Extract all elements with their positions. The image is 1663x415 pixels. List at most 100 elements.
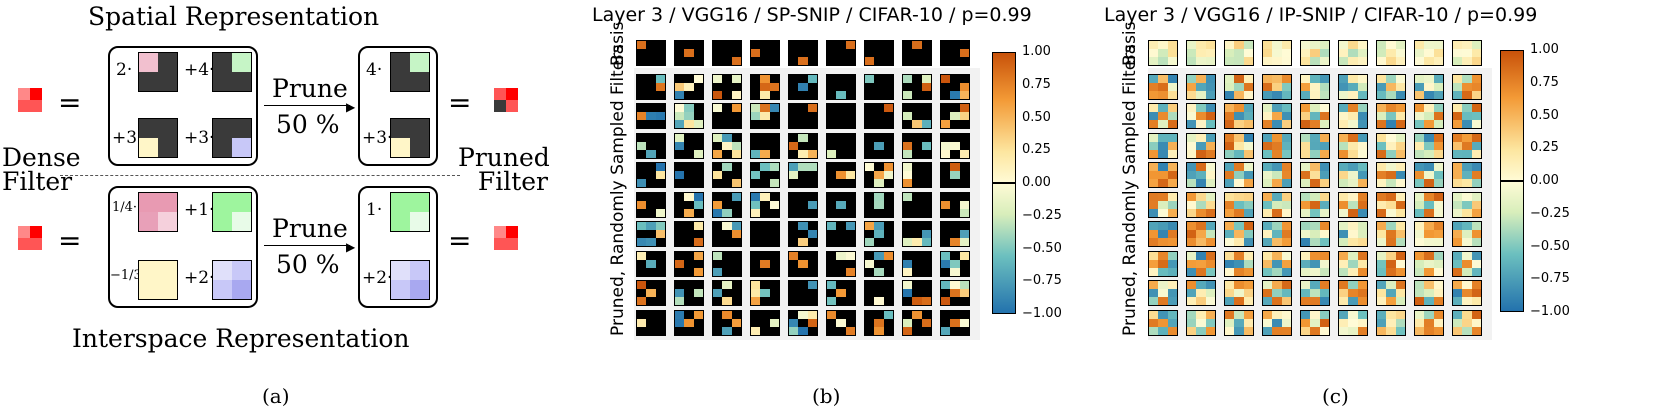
filter-cell	[1263, 289, 1273, 297]
filter-cell	[1377, 90, 1387, 99]
filter-cell	[1339, 259, 1349, 268]
filter-thumbnail	[826, 162, 856, 188]
filter-cell	[1462, 90, 1472, 99]
filter-thumbnail	[1452, 73, 1482, 100]
filter-cell	[1187, 163, 1197, 171]
filter-cell	[637, 268, 646, 276]
filter-thumbnail	[1186, 132, 1216, 159]
filter-cell	[1263, 112, 1273, 120]
filter-cell	[903, 163, 913, 171]
filter-thumbnail	[1414, 103, 1444, 129]
basis-filter	[212, 118, 252, 158]
filter-cell	[1319, 90, 1329, 99]
filter-cell	[1272, 310, 1282, 319]
filter-cell	[1196, 112, 1206, 120]
filter-cell	[1243, 326, 1253, 335]
filter-cell	[732, 297, 741, 305]
filter-cell	[1424, 326, 1434, 335]
filter-cell	[845, 267, 855, 276]
filter-cell	[1424, 57, 1434, 65]
filter-cell	[827, 193, 836, 201]
filter-cell	[1424, 133, 1434, 142]
filter-cell	[1415, 297, 1425, 305]
filter-cell	[941, 230, 950, 238]
filter-cell	[1301, 208, 1311, 217]
filter-cell	[722, 193, 731, 201]
filter-cell	[922, 193, 931, 201]
filter-cell	[1471, 222, 1481, 230]
filter-cell	[1158, 310, 1168, 319]
filter-cell	[1243, 230, 1253, 238]
filter-thumbnail	[1262, 103, 1292, 129]
filter-cell	[1281, 310, 1291, 319]
filter-cell	[1433, 171, 1443, 179]
filter-cell	[845, 41, 855, 49]
filter-cell	[827, 209, 836, 217]
filter-cell	[1281, 163, 1291, 171]
filter-thumbnail	[1262, 162, 1292, 188]
filter-cell	[903, 57, 912, 65]
filter-cell	[912, 75, 921, 83]
filter-cell	[903, 74, 913, 83]
arrow-head-icon: ▶	[346, 100, 356, 114]
filter-cell	[1377, 318, 1387, 327]
filter-cell	[1348, 200, 1358, 209]
filter-cell	[1395, 192, 1405, 201]
filter-cell	[912, 49, 921, 57]
filter-cell	[1234, 49, 1244, 57]
filter-cell	[808, 209, 817, 217]
colorbar-tick-label: −0.25	[1022, 207, 1062, 223]
filter-cell	[827, 49, 836, 57]
filter-cell	[731, 230, 741, 238]
filter-cell	[912, 297, 922, 305]
filter-cell	[770, 209, 779, 217]
filter-cell	[1243, 149, 1253, 158]
filter-thumbnail	[788, 132, 818, 159]
filter-cell	[874, 134, 883, 142]
filter-cell	[675, 104, 685, 112]
filter-thumbnail	[864, 132, 894, 159]
filter-cell	[1386, 267, 1396, 276]
filter-cell	[836, 260, 845, 268]
filter-cell	[865, 230, 874, 238]
filter-cell	[675, 310, 685, 319]
filter-cell	[1196, 49, 1206, 57]
filter-cell	[912, 222, 921, 230]
filter-cell	[1310, 112, 1320, 120]
filter-cell	[1339, 163, 1349, 171]
filter-cell	[722, 208, 732, 217]
filter-cell	[941, 83, 950, 91]
filter-cell	[1453, 104, 1463, 112]
filter-cell	[1319, 171, 1329, 179]
filter-cell	[789, 209, 798, 217]
filter-cell	[1301, 326, 1311, 335]
filter-cell	[760, 171, 769, 179]
filter-cell	[1310, 82, 1320, 91]
filter-cell	[1281, 267, 1291, 276]
filter-cell	[713, 222, 722, 230]
filter-cell	[722, 104, 731, 112]
filter-cell	[722, 133, 732, 142]
filter-cell	[684, 150, 693, 158]
filter-cell	[1471, 112, 1481, 120]
filter-cell	[1196, 230, 1206, 238]
filter-cell	[1415, 163, 1425, 171]
filter-cell	[1395, 179, 1405, 187]
filter-thumbnail	[1414, 309, 1444, 336]
filter-thumbnail	[674, 250, 704, 277]
filter-cell	[1263, 326, 1273, 335]
filter-cell	[789, 75, 798, 83]
filter-cell	[798, 133, 808, 142]
filter-cell	[912, 142, 921, 150]
filter-cell	[903, 297, 912, 305]
filter-cell	[1395, 238, 1405, 246]
basis-filter	[212, 192, 252, 232]
caption-b: (b)	[812, 384, 841, 408]
filter-cell	[1158, 82, 1168, 91]
filter-cell	[760, 74, 770, 83]
filter-cell	[1386, 141, 1396, 150]
filter-cell	[1158, 133, 1168, 142]
filter-cell	[903, 318, 913, 327]
filter-cell	[1453, 171, 1463, 179]
filter-cell	[950, 90, 960, 99]
